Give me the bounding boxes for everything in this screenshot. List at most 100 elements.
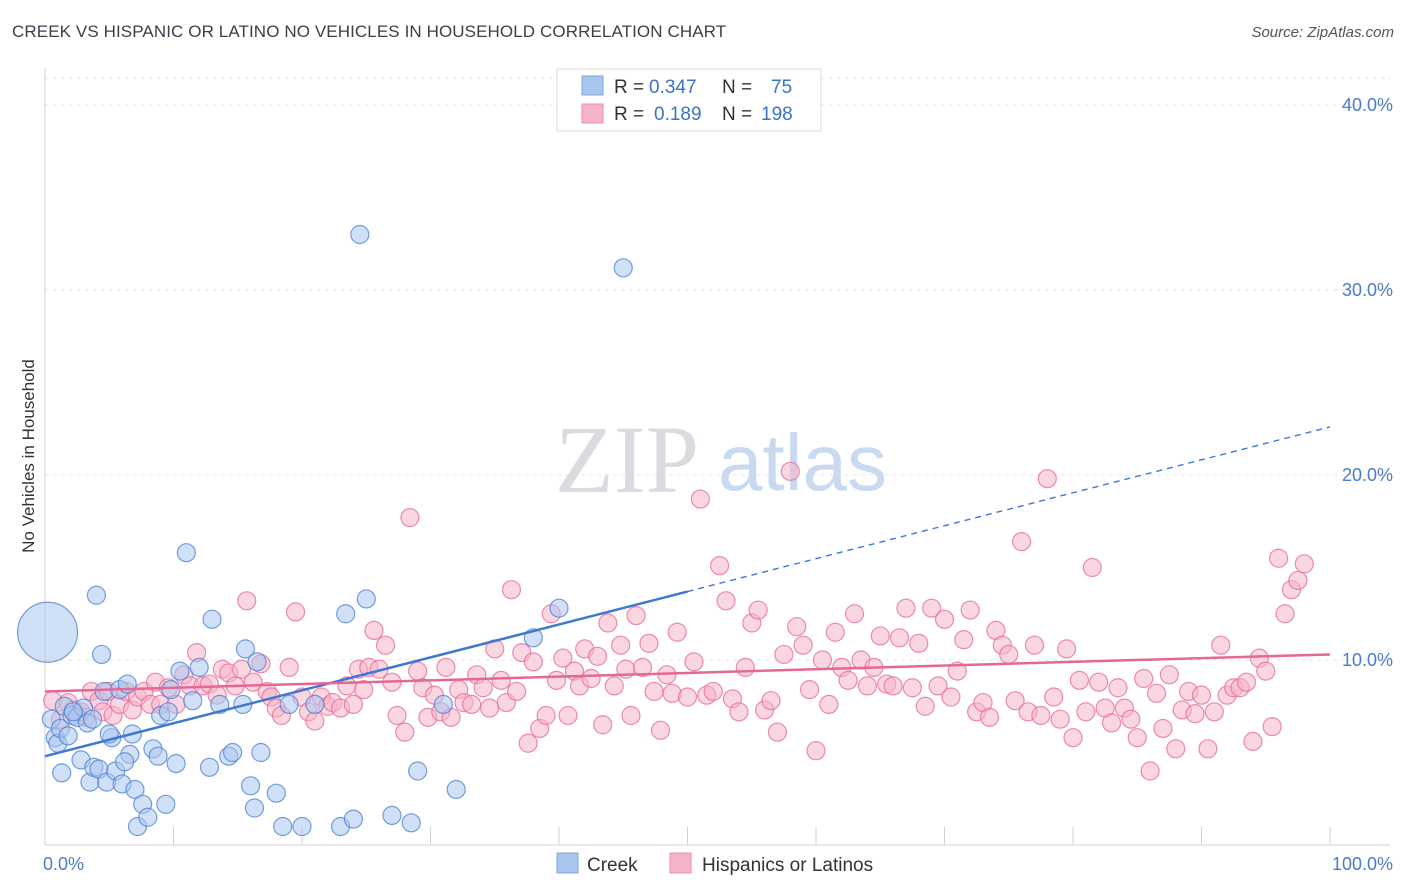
- hispanics-point: [354, 679, 374, 700]
- hispanics-point: [960, 600, 980, 620]
- watermark-zip: ZIP: [555, 406, 699, 513]
- legend-n-value-creek: 75: [771, 77, 792, 98]
- hispanics-point: [667, 622, 687, 642]
- hispanics-point: [1121, 709, 1141, 729]
- hispanics-point: [1076, 702, 1096, 722]
- creek-point: [161, 679, 181, 700]
- hispanics-point: [934, 609, 955, 629]
- hispanics-point: [1011, 531, 1032, 552]
- legend-n-label-hispanics: N =: [722, 104, 752, 125]
- hispanics-point: [536, 705, 556, 726]
- chart-title: CREEK VS HISPANIC OR LATINO NO VEHICLES …: [12, 22, 727, 41]
- creek-point: [446, 779, 466, 800]
- creek-point: [115, 752, 135, 772]
- hispanics-point: [902, 678, 922, 698]
- hispanics-point: [518, 733, 538, 753]
- hispanics-point: [1037, 469, 1057, 489]
- hispanics-point: [593, 715, 613, 735]
- hispanics-point: [1005, 691, 1025, 711]
- hispanics-point: [1140, 761, 1160, 781]
- hispanics-point: [581, 668, 601, 689]
- hispanics-point: [979, 707, 1000, 727]
- creek-point: [241, 776, 261, 796]
- bottom-legend-label-creek: Creek: [587, 855, 638, 876]
- hispanics-point: [838, 670, 858, 690]
- hispanics-point: [436, 657, 456, 678]
- creek-point: [63, 702, 83, 722]
- hispanics-point: [375, 635, 396, 655]
- hispanics-point: [954, 630, 974, 650]
- y-tick-label-0: 10.0%: [1342, 650, 1393, 670]
- hispanics-point: [1159, 665, 1179, 685]
- creek-point: [176, 543, 196, 563]
- hispanics-point: [1191, 685, 1212, 705]
- creek-point: [279, 694, 299, 715]
- y-tick-label-3: 40.0%: [1342, 95, 1393, 115]
- y-tick-label-2: 30.0%: [1342, 280, 1393, 300]
- hispanics-point: [729, 702, 749, 722]
- legend-swatch-hispanics: [581, 103, 604, 124]
- creek-point: [223, 742, 243, 763]
- creek-trend-extension: [687, 426, 1331, 593]
- hispanics-point: [1127, 728, 1147, 748]
- hispanics-point: [400, 507, 420, 528]
- creek-point: [408, 761, 428, 781]
- hispanics-point: [928, 676, 948, 696]
- hispanics-point: [941, 687, 961, 707]
- creek-point: [613, 258, 633, 278]
- x-tick-label-1: 100.0%: [1332, 854, 1393, 874]
- creek-point: [138, 807, 158, 827]
- bottom-legend-label-hispanics: Hispanics or Latinos: [702, 855, 873, 876]
- hispanics-point: [1256, 661, 1276, 681]
- hispanics-point: [395, 722, 415, 742]
- hispanics-point: [387, 705, 407, 726]
- hispanics-trend-line: [44, 653, 1331, 693]
- hispanics-point: [611, 635, 631, 655]
- creek-point: [549, 598, 569, 618]
- hispanics-point: [604, 676, 624, 696]
- creek-point: [305, 694, 325, 715]
- bottom-legend-swatch-creek: [556, 852, 579, 874]
- creek-point: [52, 763, 72, 783]
- hispanics-point: [896, 598, 916, 618]
- creek-point: [158, 702, 178, 722]
- hispanics-point: [1146, 683, 1167, 703]
- hispanics-point: [999, 644, 1019, 665]
- hispanics-point: [690, 489, 710, 509]
- hispanics-point: [621, 705, 641, 726]
- hispanics-point: [1056, 639, 1077, 659]
- legend-swatch-creek: [581, 75, 604, 96]
- creek-point: [251, 742, 271, 763]
- creek-point: [166, 753, 186, 774]
- hispanics-point: [1153, 718, 1173, 739]
- hispanics-point: [305, 711, 325, 731]
- hispanics-point: [237, 591, 257, 611]
- hispanics-point: [1262, 716, 1282, 737]
- hispanics-point: [232, 659, 252, 679]
- hispanics-point: [1101, 713, 1122, 733]
- creek-point: [199, 757, 220, 777]
- hispanics-point: [1236, 672, 1257, 692]
- hispanics-point: [909, 633, 929, 653]
- hispanics-point: [787, 617, 807, 637]
- creek-trend-line: [44, 590, 688, 758]
- hispanics-point: [1288, 570, 1308, 591]
- hispanics-point: [844, 604, 865, 624]
- creek-point: [350, 224, 370, 245]
- bottom-legend: Creek Hispanics or Latinos: [556, 852, 873, 876]
- hispanics-point: [716, 591, 736, 611]
- creek-point: [336, 604, 356, 624]
- hispanics-point: [812, 650, 833, 670]
- hispanics-point: [883, 676, 903, 696]
- hispanics-point: [735, 657, 755, 678]
- hispanics-point: [1108, 678, 1128, 698]
- hispanics-point: [523, 652, 543, 672]
- creek-point: [292, 816, 312, 837]
- creek-point: [401, 813, 421, 833]
- hispanics-point: [1089, 672, 1109, 692]
- hispanics-point: [1166, 739, 1186, 759]
- hispanics-point: [1268, 548, 1289, 568]
- x-tick-label-0: 0.0%: [43, 854, 84, 874]
- creek-point: [82, 709, 103, 729]
